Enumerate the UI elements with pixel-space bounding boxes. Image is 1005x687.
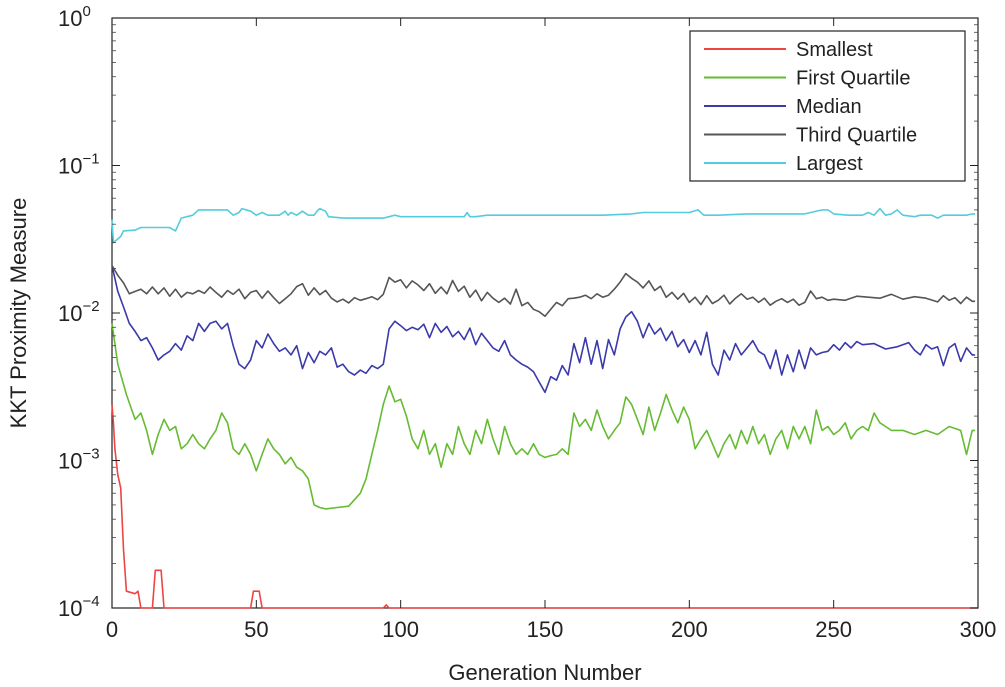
legend-label: First Quartile [796, 68, 910, 90]
x-tick-label: 200 [671, 617, 708, 642]
series-line-2 [111, 265, 976, 394]
series-line-3 [111, 265, 976, 318]
x-tick-label: 100 [382, 617, 419, 642]
series-line-0 [111, 404, 978, 609]
x-tick-label: 300 [960, 617, 997, 642]
series-line-1 [111, 323, 976, 510]
x-tick-label: 250 [815, 617, 852, 642]
y-tick-label: 10−3 [58, 446, 100, 474]
series-layer [111, 207, 978, 609]
y-tick-label: 10−4 [58, 593, 100, 621]
y-tick-label: 100 [58, 3, 91, 31]
legend-label: Third Quartile [796, 125, 917, 147]
legend-label: Smallest [796, 39, 873, 61]
y-tick-label: 10−2 [58, 298, 100, 326]
legend-label: Median [796, 96, 862, 118]
legend-label: Largest [796, 153, 863, 175]
tick-layer: 0 50 100 150 200 250 300 100 10−1 10−2 10−3 10−4 [58, 3, 996, 642]
x-axis-title: Generation Number [448, 660, 641, 685]
x-tick-label: 0 [106, 617, 118, 642]
legend: Smallest First Quartile Median Third Quarti… [689, 30, 966, 182]
y-tick-label: 10−1 [58, 151, 100, 179]
x-tick-label: 150 [527, 617, 564, 642]
y-axis-title: KKT Proximity Measure [6, 198, 31, 429]
series-line-4 [111, 207, 976, 244]
x-tick-label: 50 [244, 617, 268, 642]
